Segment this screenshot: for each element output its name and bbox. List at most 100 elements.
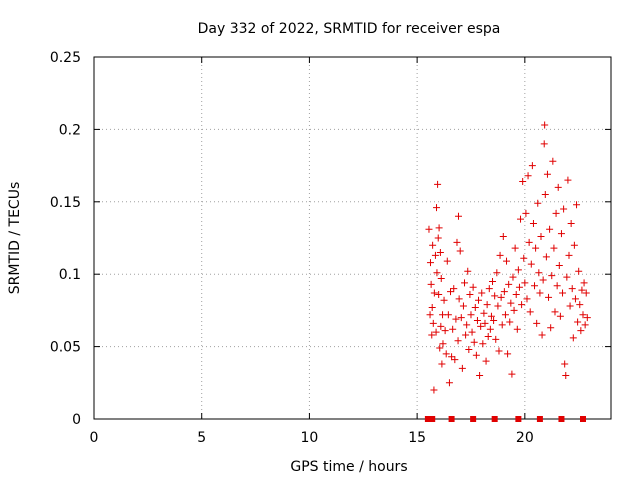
data-point — [529, 220, 537, 228]
data-point — [522, 209, 530, 217]
data-point — [567, 220, 575, 228]
data-point — [543, 170, 551, 178]
y-axis-label: SRMTID / TECUs — [7, 182, 23, 295]
data-point — [452, 315, 460, 323]
data-point — [477, 322, 485, 330]
data-point — [507, 299, 515, 307]
data-point — [520, 254, 528, 262]
data-point — [469, 283, 477, 291]
data-point — [454, 212, 462, 220]
data-point — [579, 311, 587, 319]
data-point — [509, 273, 517, 281]
y-tick-label: 0.25 — [50, 50, 81, 66]
data-point — [476, 372, 484, 380]
data-point — [435, 290, 443, 298]
data-point — [582, 289, 590, 297]
y-tick-labels: 0 0.05 0.1 0.15 0.2 0.25 — [50, 50, 81, 428]
data-point — [458, 364, 466, 372]
data-point — [540, 140, 548, 148]
data-point — [580, 279, 588, 287]
y-tick-label: 0 — [72, 412, 81, 428]
data-point — [546, 225, 554, 233]
data-point — [453, 238, 461, 246]
data-point — [555, 262, 563, 270]
data-point — [473, 317, 481, 325]
data-point — [430, 386, 438, 394]
data-point — [547, 324, 555, 332]
data-point — [441, 327, 449, 335]
data-point — [524, 172, 532, 180]
baseline-marker — [470, 416, 477, 422]
data-point — [535, 269, 543, 277]
baseline-marker — [429, 416, 436, 422]
data-point — [508, 370, 516, 378]
data-point — [561, 360, 569, 368]
data-point — [463, 321, 471, 329]
data-point — [512, 290, 520, 298]
data-point — [443, 257, 451, 265]
data-point — [435, 224, 443, 232]
data-point — [434, 234, 442, 242]
data-point — [519, 178, 527, 186]
data-point — [489, 277, 497, 285]
data-point — [483, 301, 491, 309]
data-point — [426, 259, 434, 267]
data-point — [429, 319, 437, 327]
data-point — [431, 251, 439, 259]
data-point — [481, 319, 489, 327]
data-point — [503, 257, 511, 265]
data-point — [552, 209, 560, 217]
data-point — [440, 296, 448, 304]
data-point — [521, 279, 529, 287]
data-point — [505, 280, 513, 288]
plot-frame — [93, 56, 612, 420]
data-point — [498, 321, 506, 329]
data-point — [470, 338, 478, 346]
data-point — [456, 247, 464, 255]
data-point — [436, 344, 444, 352]
data-point — [444, 311, 452, 319]
data-point — [432, 328, 440, 336]
data-point — [467, 311, 475, 319]
data-point — [501, 311, 509, 319]
data-point — [436, 248, 444, 256]
data-point — [445, 379, 453, 387]
data-point — [428, 304, 436, 312]
x-tick-label: 20 — [516, 430, 534, 446]
data-point — [425, 225, 433, 233]
baseline-marker — [536, 416, 543, 422]
data-point — [462, 331, 470, 339]
data-point — [478, 289, 486, 297]
data-point — [461, 279, 469, 287]
data-point — [569, 334, 577, 342]
x-tick-label: 10 — [301, 430, 319, 446]
data-point — [439, 340, 447, 348]
data-point — [472, 351, 480, 359]
data-point — [449, 325, 457, 333]
data-point — [557, 230, 565, 238]
data-point — [571, 295, 579, 303]
data-point — [499, 233, 507, 241]
data-point — [471, 304, 479, 312]
data-point — [510, 306, 518, 314]
data-point — [523, 295, 531, 303]
baseline-marker — [515, 416, 522, 422]
data-point — [518, 301, 526, 309]
data-point — [491, 292, 499, 300]
data-point — [531, 282, 539, 290]
data-point — [526, 308, 534, 316]
data-point — [485, 285, 493, 293]
data-point — [527, 260, 535, 268]
data-point — [486, 325, 494, 333]
data-point — [570, 241, 578, 249]
data-point — [577, 327, 585, 335]
ticks-layer — [93, 56, 611, 420]
data-point — [464, 267, 472, 275]
data-point — [578, 286, 586, 294]
data-point — [442, 350, 450, 358]
data-point — [465, 345, 473, 353]
data-point — [448, 353, 456, 361]
data-point — [437, 322, 445, 330]
x-axis-label: GPS time / hours — [290, 459, 407, 475]
data-point — [466, 290, 474, 298]
